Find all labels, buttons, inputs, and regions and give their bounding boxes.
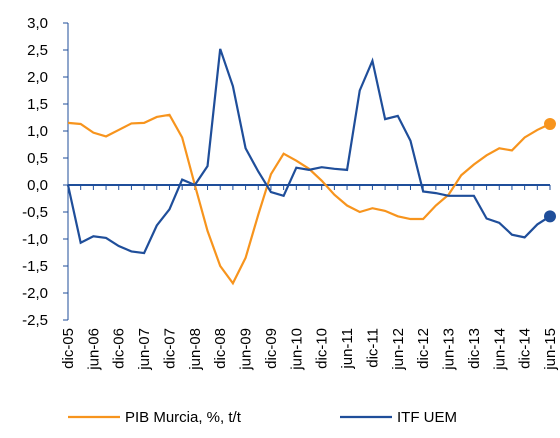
x-tick-label: dic-13 xyxy=(466,328,483,369)
x-tick-label: jun-14 xyxy=(491,328,508,371)
x-tick-label: jun-12 xyxy=(390,328,407,371)
y-tick-label: -0,5 xyxy=(22,204,48,221)
x-tick-label: dic-11 xyxy=(364,328,381,368)
x-tick-label: jun-06 xyxy=(85,328,102,371)
x-tick-label: dic-09 xyxy=(263,328,280,369)
y-tick-label: 0,5 xyxy=(27,150,48,167)
y-tick-label: 0,0 xyxy=(27,177,48,194)
y-tick-label: 1,5 xyxy=(27,96,48,113)
x-tick-label: dic-05 xyxy=(60,328,77,369)
x-tick-label: jun-11 xyxy=(339,328,356,370)
y-tick-label: -1,0 xyxy=(22,231,48,248)
x-tick-label: jun-09 xyxy=(238,328,255,371)
x-tick-label: dic-14 xyxy=(517,328,534,369)
y-tick-label: -2,5 xyxy=(22,312,48,329)
end-marker xyxy=(544,210,556,223)
y-tick-label: 1,0 xyxy=(27,123,48,140)
x-tick-label: jun-08 xyxy=(187,328,204,371)
x-tick-label: jun-07 xyxy=(136,328,153,371)
x-tick-label: dic-10 xyxy=(314,328,331,369)
y-tick-label: -1,5 xyxy=(22,258,48,275)
series-line xyxy=(66,48,551,255)
end-marker xyxy=(544,117,556,130)
y-tick-label: 3,0 xyxy=(27,15,48,32)
y-tick-label: 2,0 xyxy=(27,69,48,86)
y-tick-label: 2,5 xyxy=(27,42,48,59)
x-tick-label: jun-10 xyxy=(288,328,305,371)
x-tick-label: jun-15 xyxy=(542,328,559,371)
y-tick-label: -2,0 xyxy=(22,285,48,302)
legend-label: PIB Murcia, %, t/t xyxy=(125,409,242,426)
legend-label: ITF UEM xyxy=(397,409,457,426)
x-tick-label: dic-08 xyxy=(212,328,229,369)
series-line xyxy=(67,113,551,286)
x-tick-label: dic-07 xyxy=(161,328,178,369)
x-tick-label: jun-13 xyxy=(441,328,458,371)
x-tick-label: dic-12 xyxy=(415,328,432,369)
x-tick-label: dic-06 xyxy=(111,328,128,369)
